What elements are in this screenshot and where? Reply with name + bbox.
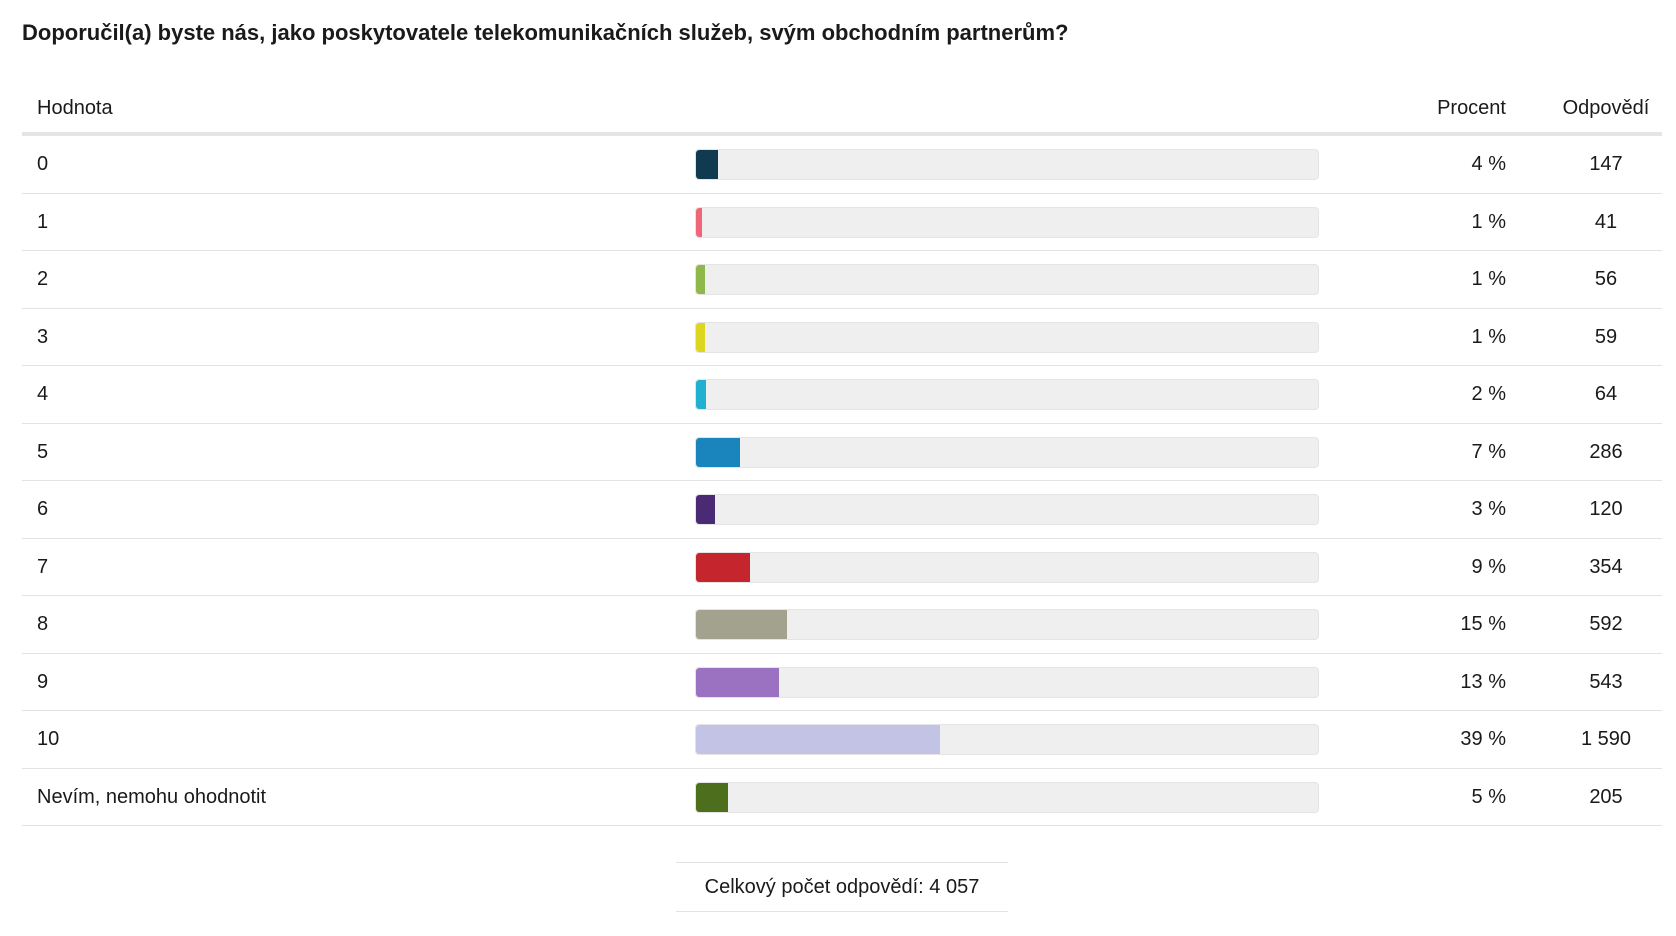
table-row: 0 4 % 147 [22, 136, 1662, 194]
bar-fill [696, 782, 728, 812]
table-row: 10 39 % 1 590 [22, 711, 1662, 769]
row-percent: 4 % [1471, 153, 1506, 175]
row-label: 3 [37, 325, 49, 348]
results-table: Hodnota Procent Odpovědí 0 4 % 147 1 1 % 41 2 1… [22, 82, 1662, 826]
table-row: 3 1 % 59 [22, 309, 1662, 366]
bar-fill [696, 437, 740, 467]
table-row: 2 1 % 56 [22, 251, 1662, 309]
table-body: 0 4 % 147 1 1 % 41 2 1 % 56 3 1 % 59 4 2 % 64 5 7 % 286 6 3… [22, 136, 1662, 826]
bar-track [695, 609, 1319, 640]
row-count: 64 [1594, 383, 1618, 405]
bar-track [695, 724, 1319, 755]
bar-track [695, 666, 1319, 698]
row-percent: 15 % [1460, 613, 1506, 635]
bar-fill [696, 265, 705, 294]
column-header-count: Odpovědí [1562, 97, 1650, 119]
row-count: 1 590 [1580, 728, 1632, 750]
bar-fill [696, 380, 706, 409]
bar-track [695, 149, 1319, 180]
bar-track [695, 206, 1319, 238]
row-percent: 3 % [1471, 498, 1506, 520]
row-percent: 1 % [1471, 268, 1506, 290]
row-label: 10 [37, 728, 60, 750]
row-count: 120 [1589, 498, 1623, 520]
bar-fill [696, 552, 751, 582]
bar-track [695, 379, 1319, 410]
row-percent: 13 % [1460, 670, 1506, 693]
row-label: 2 [37, 268, 49, 290]
bar-fill [696, 725, 940, 754]
row-count: 147 [1589, 153, 1623, 175]
bar-fill [696, 150, 719, 179]
row-count: 354 [1589, 555, 1623, 578]
total-label: Celkový počet odpovědí: [704, 876, 924, 898]
row-percent: 1 % [1471, 210, 1506, 233]
question-title: Doporučil(a) byste nás, jako poskytovate… [22, 20, 1069, 45]
row-percent: 1 % [1471, 325, 1506, 348]
bar-fill [696, 610, 787, 639]
row-label: 4 [37, 383, 49, 405]
bar-fill [696, 207, 703, 237]
row-count: 543 [1589, 670, 1623, 693]
bar-fill [696, 322, 706, 352]
bar-track [695, 551, 1319, 583]
row-label: Nevím, nemohu ohodnotit [37, 785, 267, 808]
row-label: 7 [37, 555, 49, 578]
row-label: 1 [37, 210, 49, 233]
row-label: 8 [37, 613, 49, 635]
row-label: 6 [37, 498, 49, 520]
row-count: 59 [1594, 325, 1618, 348]
bar-track [695, 781, 1319, 813]
table-row: 9 13 % 543 [22, 654, 1662, 711]
row-count: 592 [1589, 613, 1623, 635]
table-header: Hodnota Procent Odpovědí [22, 82, 1662, 136]
total-responses: Celkový počet odpovědí: 4 057 [676, 862, 1008, 912]
table-row: 7 9 % 354 [22, 539, 1662, 596]
bar-track [695, 436, 1319, 468]
row-count: 205 [1589, 785, 1623, 808]
table-row: 8 15 % 592 [22, 596, 1662, 654]
bar-track [695, 321, 1319, 353]
row-percent: 9 % [1471, 555, 1506, 578]
bar-fill [696, 667, 780, 697]
bar-track [695, 494, 1319, 525]
bar-track [695, 264, 1319, 295]
row-label: 9 [37, 670, 49, 693]
row-count: 41 [1594, 210, 1618, 233]
row-label: 0 [37, 153, 49, 175]
bar-fill [696, 495, 715, 524]
row-percent: 5 % [1471, 785, 1506, 808]
table-row: 5 7 % 286 [22, 424, 1662, 481]
column-header-value: Hodnota [37, 97, 113, 119]
table-row: 4 2 % 64 [22, 366, 1662, 424]
row-percent: 7 % [1471, 440, 1506, 463]
row-count: 56 [1594, 268, 1618, 290]
total-value: 4 057 [929, 876, 980, 898]
table-row: Nevím, nemohu ohodnotit 5 % 205 [22, 769, 1662, 826]
row-count: 286 [1589, 440, 1623, 463]
row-percent: 2 % [1471, 383, 1506, 405]
table-row: 6 3 % 120 [22, 481, 1662, 539]
table-row: 1 1 % 41 [22, 194, 1662, 251]
row-percent: 39 % [1460, 728, 1506, 750]
row-label: 5 [37, 440, 49, 463]
column-header-percent: Procent [1437, 97, 1506, 119]
